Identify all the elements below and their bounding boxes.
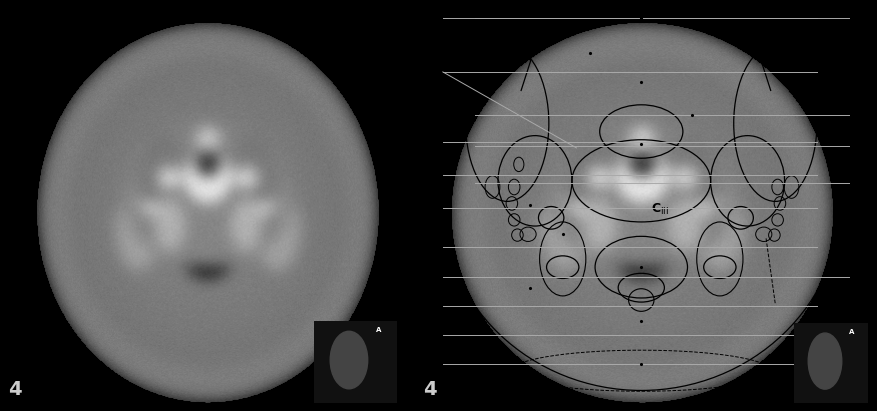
Text: C$_{\mathsf{III}}$: C$_{\mathsf{III}}$	[651, 202, 669, 217]
Text: 23: 23	[421, 359, 434, 369]
Text: 34: 34	[858, 178, 871, 188]
Text: 32: 32	[858, 110, 871, 120]
Text: 35: 35	[858, 272, 871, 282]
Text: A: A	[849, 329, 854, 335]
Text: 22: 22	[421, 330, 434, 340]
Text: 14: 14	[421, 14, 434, 23]
Ellipse shape	[809, 333, 842, 389]
Text: 17: 17	[421, 170, 434, 180]
Text: 18: 18	[421, 203, 434, 212]
Text: 20: 20	[421, 272, 434, 282]
Text: 4: 4	[423, 380, 437, 399]
Text: 4: 4	[8, 380, 22, 399]
Text: 31: 31	[858, 14, 871, 23]
Text: 19: 19	[421, 242, 434, 252]
Text: 33: 33	[858, 141, 871, 151]
Text: 21: 21	[421, 301, 434, 311]
Text: A: A	[376, 328, 381, 333]
Ellipse shape	[331, 331, 367, 389]
Text: 15: 15	[421, 67, 434, 77]
Text: 16: 16	[421, 137, 434, 147]
